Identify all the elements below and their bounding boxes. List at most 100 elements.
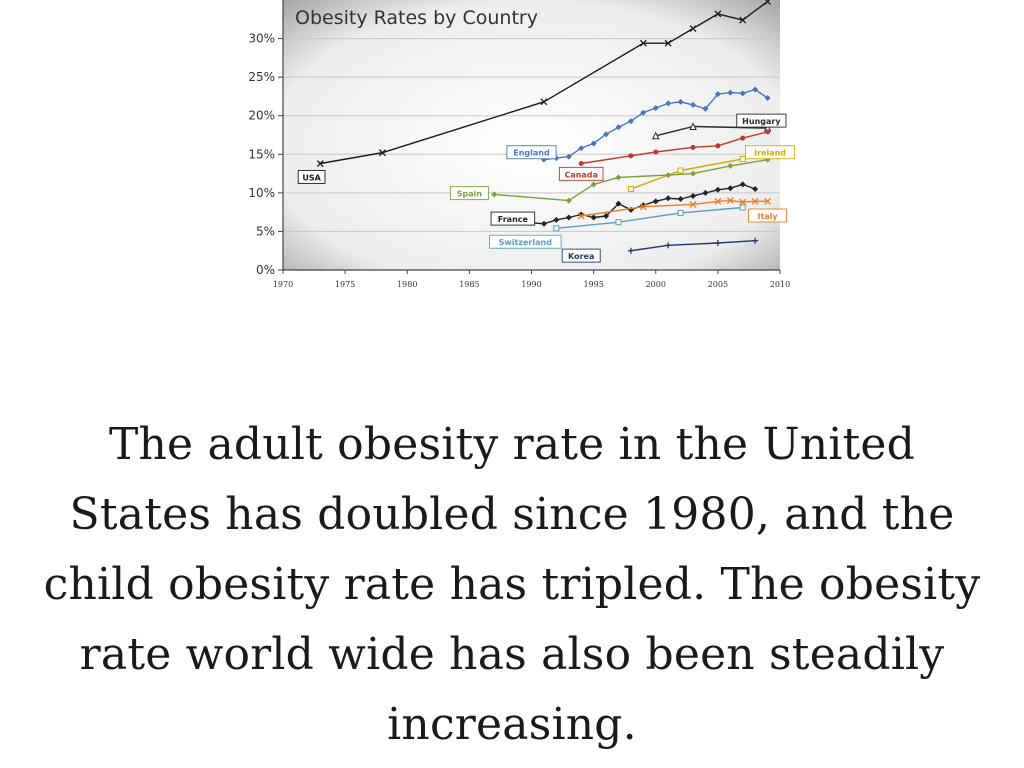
data-point-england [739, 90, 746, 97]
data-point-italy [577, 212, 585, 220]
y-tick-label-25: 25% [248, 70, 275, 84]
data-point-usa [378, 149, 386, 157]
data-point-italy [764, 197, 772, 205]
data-point-italy [751, 197, 759, 205]
y-tick-label-15: 15% [248, 147, 275, 161]
data-point-korea [752, 237, 759, 244]
series-label-canada: Canada [558, 166, 604, 181]
series-england [540, 86, 771, 163]
data-point-england [578, 145, 585, 152]
data-point-france [677, 196, 684, 203]
data-point-france [603, 213, 610, 219]
data-point-canada [690, 144, 696, 150]
data-point-usa [689, 25, 697, 33]
data-point-canada [740, 135, 746, 141]
data-point-france [690, 192, 697, 199]
data-point-france [739, 181, 746, 188]
y-tick-label-20: 20% [248, 109, 275, 123]
x-tick-label-2000: 2000 [646, 280, 666, 289]
data-point-spain [615, 174, 622, 181]
data-point-ireland [739, 155, 746, 162]
data-point-france [553, 216, 560, 223]
data-point-canada [653, 149, 659, 155]
x-tick-label-1990: 1990 [521, 280, 541, 289]
series-label-hungary: Hungary [736, 113, 787, 128]
data-point-italy [689, 200, 697, 208]
data-point-usa [316, 160, 324, 168]
x-tick-label-1985: 1985 [459, 280, 479, 289]
data-point-england [752, 86, 759, 93]
data-point-switzerland [615, 219, 622, 226]
data-point-usa [639, 39, 647, 47]
series-line-spain [494, 159, 768, 202]
series-labels: USA England Hungary Canada Ireland Spain Franc… [297, 113, 796, 263]
data-point-italy [714, 197, 722, 205]
data-point-hungary [651, 131, 660, 140]
data-point-spain [565, 197, 572, 204]
data-point-spain [590, 181, 597, 188]
data-point-korea [665, 242, 672, 249]
data-point-france [565, 214, 572, 221]
series-label-text-england: England [513, 149, 550, 158]
series-label-switzerland: Switzerland [489, 234, 562, 249]
data-point-italy [739, 198, 747, 206]
series-canada [578, 129, 771, 167]
data-point-france [652, 198, 659, 205]
data-point-italy [639, 203, 647, 211]
data-point-england [665, 100, 672, 107]
data-point-france [702, 189, 709, 196]
data-point-usa [664, 39, 672, 47]
y-axis-ticks: 0% 5% 10% 15% 20% 25% 30% [248, 32, 283, 277]
data-point-switzerland [677, 209, 684, 216]
series-switzerland [553, 204, 746, 232]
data-point-england [590, 140, 597, 147]
x-tick-label-1980: 1980 [397, 280, 417, 289]
data-point-england [615, 124, 622, 131]
x-tick-label-1995: 1995 [583, 280, 603, 289]
series-label-text-france: France [498, 215, 529, 224]
y-tick-label-5: 5% [256, 224, 275, 238]
data-point-france [540, 220, 547, 227]
series-label-text-spain: Spain [457, 190, 483, 199]
series-label-text-usa: USA [302, 173, 321, 182]
data-point-england [702, 105, 709, 112]
data-point-england [764, 94, 771, 101]
data-point-england [603, 131, 610, 138]
data-point-canada [628, 153, 634, 159]
data-point-hungary [689, 122, 697, 131]
data-point-usa [764, 0, 772, 6]
series-label-france: France [490, 211, 536, 226]
series-label-text-switzerland: Switzerland [499, 238, 553, 247]
caption-text: The adult obesity rate in the United Sta… [43, 419, 981, 750]
series-france [528, 181, 759, 227]
data-point-france [752, 186, 759, 192]
series-label-england: England [506, 145, 557, 160]
series-label-spain: Spain [449, 186, 489, 201]
data-point-canada [765, 129, 771, 135]
data-point-england [727, 89, 734, 96]
data-point-france [665, 195, 672, 202]
x-tick-label-1975: 1975 [335, 280, 355, 289]
data-point-usa [540, 98, 548, 106]
data-point-italy [726, 197, 734, 205]
x-tick-label-2010: 2010 [770, 280, 790, 289]
data-point-england [714, 91, 721, 98]
data-point-canada [715, 143, 721, 149]
data-point-spain [665, 172, 672, 179]
data-point-usa [739, 16, 747, 24]
chart-title: Obesity Rates by Country [295, 7, 538, 29]
y-tick-label-10: 10% [248, 186, 275, 200]
data-point-usa [714, 10, 722, 18]
data-point-france [727, 185, 734, 192]
series-italy [577, 197, 772, 220]
data-point-korea [714, 240, 721, 246]
data-point-england [690, 101, 697, 108]
series-label-text-canada: Canada [564, 170, 598, 179]
series-label-text-hungary: Hungary [742, 117, 781, 126]
data-point-france [714, 186, 721, 193]
data-point-spain [690, 170, 697, 177]
series-label-italy: Italy [748, 208, 788, 223]
series-label-ireland: Ireland [745, 145, 796, 160]
data-point-korea [627, 247, 634, 254]
series-label-text-ireland: Ireland [754, 149, 786, 158]
